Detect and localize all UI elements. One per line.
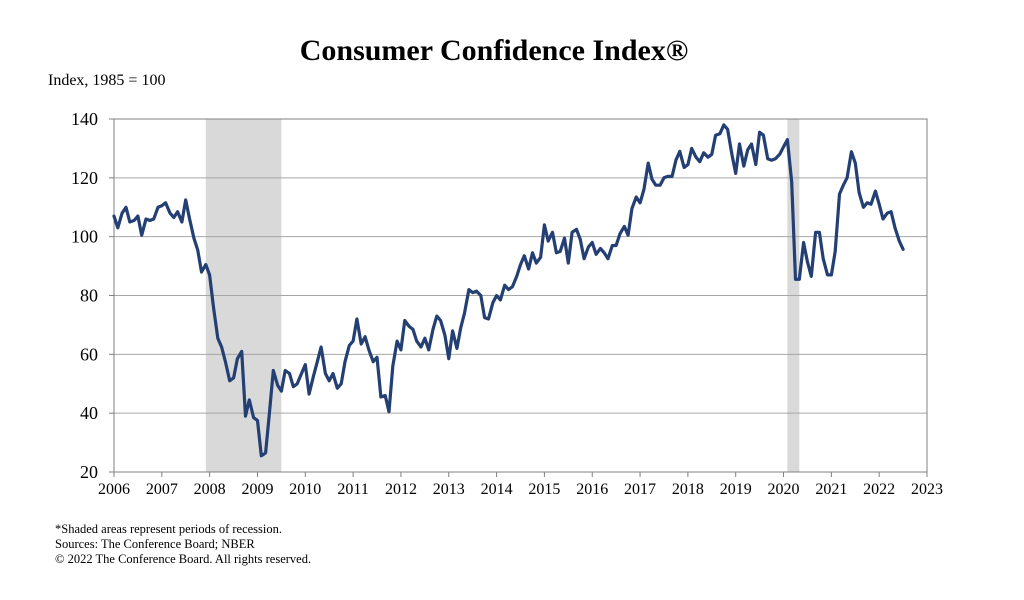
y-tick-label-100: 100 <box>71 227 98 247</box>
copyright-note: © 2022 The Conference Board. All rights … <box>55 552 312 566</box>
x-tick-label-2016: 2016 <box>576 481 608 498</box>
x-tick-label-2019: 2019 <box>720 481 752 498</box>
x-tick-label-2022: 2022 <box>863 481 895 498</box>
y-tick-label-60: 60 <box>80 344 98 364</box>
y-tick-label-140: 140 <box>71 109 98 129</box>
x-tick-label-2015: 2015 <box>528 481 560 498</box>
y-axis-units-label: Index, 1985 = 100 <box>48 72 166 89</box>
x-tick-label-2021: 2021 <box>815 481 847 498</box>
series-line-0 <box>112 123 905 458</box>
chart-notes: *Shaded areas represent periods of reces… <box>55 522 311 567</box>
y-tick-label-80: 80 <box>80 286 98 306</box>
x-tick-label-2013: 2013 <box>433 481 465 498</box>
x-tick-label-2012: 2012 <box>385 481 417 498</box>
x-tick-label-2011: 2011 <box>337 481 368 498</box>
x-tick-label-2023: 2023 <box>911 481 943 498</box>
x-tick-label-2006: 2006 <box>98 481 130 498</box>
x-tick-label-2018: 2018 <box>672 481 704 498</box>
sources-note: Sources: The Conference Board; NBER <box>55 537 255 551</box>
x-tick-label-2009: 2009 <box>241 481 273 498</box>
y-tick-label-120: 120 <box>71 168 98 188</box>
y-tick-label-40: 40 <box>80 403 98 423</box>
recession-note: *Shaded areas represent periods of reces… <box>55 522 282 536</box>
x-tick-label-2017: 2017 <box>624 481 656 498</box>
x-tick-label-2020: 2020 <box>768 481 800 498</box>
x-tick-label-2008: 2008 <box>194 481 226 498</box>
chart-title: Consumer Confidence Index® <box>299 34 689 67</box>
x-tick-label-2014: 2014 <box>481 481 513 498</box>
y-tick-label-20: 20 <box>80 462 98 482</box>
x-tick-label-2010: 2010 <box>289 481 321 498</box>
x-tick-label-2007: 2007 <box>146 481 178 498</box>
